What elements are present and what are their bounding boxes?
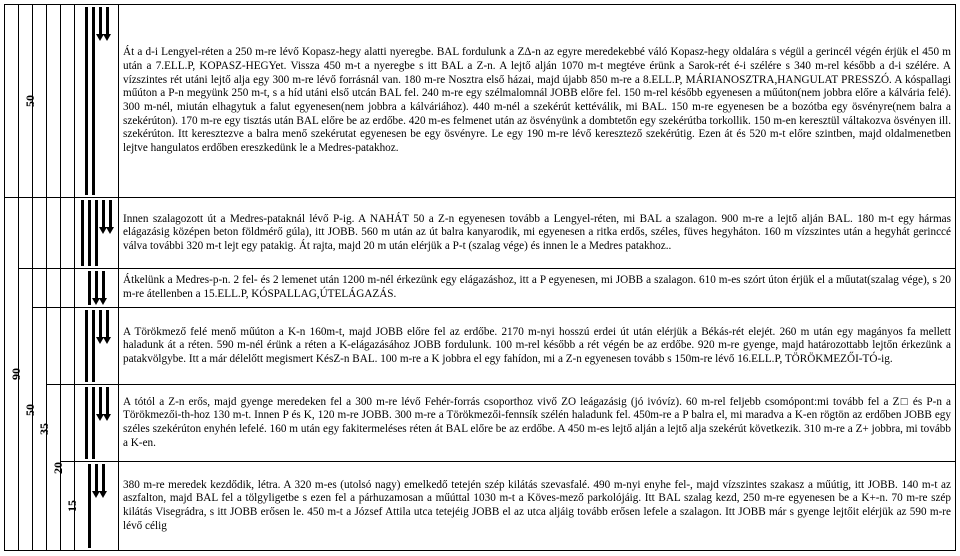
distance-rail — [19, 198, 33, 269]
hiking-route-table: 50 Át a d-i Lengyel-réten a 250 m-re lévő… — [4, 4, 956, 551]
trail-mark-bar — [102, 271, 105, 299]
distance-rail — [61, 269, 75, 308]
distance-rail — [47, 198, 61, 269]
trail-mark-bar — [92, 387, 95, 459]
trail-marks-cell — [75, 198, 119, 269]
distance-rail — [47, 5, 61, 198]
trail-mark-bar — [106, 7, 109, 35]
trail-marks-cell — [75, 269, 119, 308]
trail-marks-cell — [75, 5, 119, 198]
distance-rail — [61, 5, 75, 198]
trail-mark-bar — [95, 271, 98, 299]
route-description: Átkelünk a Medres-p-n. 2 fel- és 2 lemen… — [119, 269, 956, 308]
distance-rail — [61, 308, 75, 385]
trail-mark-bar — [102, 200, 105, 228]
trail-mark-bar — [88, 200, 91, 266]
trail-mark-bar — [92, 7, 95, 195]
route-description: Innen szalagozott út a Medres-pataknál l… — [119, 198, 956, 269]
trail-mark-bar — [99, 7, 102, 35]
distance-rail: 50 — [19, 5, 33, 198]
trail-mark-bar — [106, 310, 109, 338]
trail-mark-bar — [109, 200, 112, 228]
route-description: Át a d-i Lengyel-réten a 250 m-re lévő K… — [119, 5, 956, 198]
distance-rail — [61, 198, 75, 269]
trail-mark-bar — [95, 464, 98, 492]
distance-rail: 50 — [19, 269, 33, 551]
trail-mark-bar — [85, 7, 88, 195]
distance-rail: 90 — [5, 198, 19, 551]
trail-mark-bar — [81, 200, 84, 266]
trail-marks-cell — [75, 462, 119, 551]
route-description: A Törökmező felé menő műúton a K-n 160m-… — [119, 308, 956, 385]
trail-mark-bar — [88, 464, 91, 548]
trail-mark-bar — [88, 271, 91, 305]
distance-rail — [47, 308, 61, 385]
distance-rail: 15 — [61, 462, 75, 551]
trail-mark-bar — [85, 387, 88, 459]
trail-marks-cell — [75, 308, 119, 385]
distance-rail: 35 — [33, 308, 47, 551]
distance-rail — [47, 269, 61, 308]
trail-mark-bar — [99, 310, 102, 338]
trail-mark-bar — [102, 464, 105, 492]
trail-mark-bar — [95, 200, 98, 266]
distance-rail — [5, 5, 19, 198]
distance-rail — [33, 5, 47, 198]
trail-mark-bar — [85, 310, 88, 382]
trail-marks-cell — [75, 385, 119, 462]
distance-rail — [33, 269, 47, 308]
trail-mark-bar — [92, 310, 95, 382]
distance-rail: 20 — [47, 385, 61, 551]
distance-rail — [61, 385, 75, 462]
trail-mark-bar — [99, 387, 102, 415]
trail-mark-bar — [106, 387, 109, 415]
route-description: 380 m-re meredek kezdődik, létra. A 320 … — [119, 462, 956, 551]
route-description: A tótól a Z-n erős, majd gyenge meredeke… — [119, 385, 956, 462]
distance-rail — [33, 198, 47, 269]
distance-label: 15 — [65, 500, 80, 512]
